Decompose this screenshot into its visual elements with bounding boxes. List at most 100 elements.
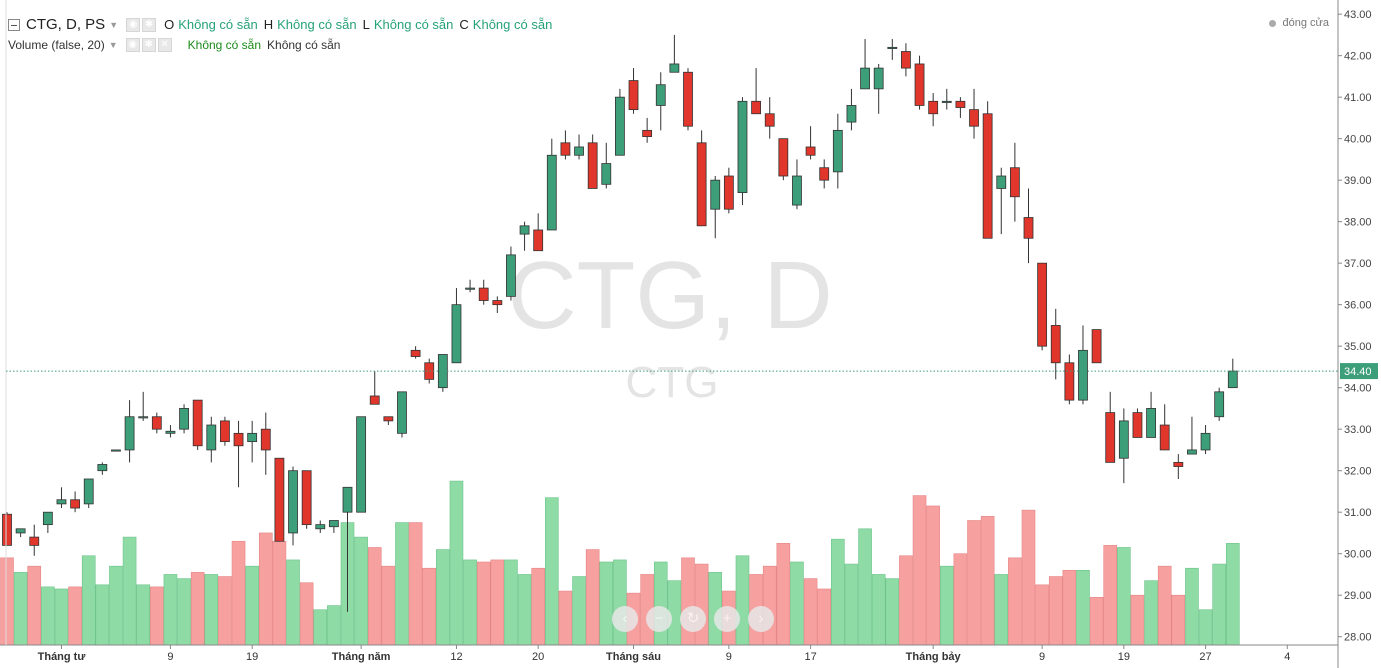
chevron-left-icon[interactable]: ‹: [612, 606, 638, 632]
volume-bar: [1021, 509, 1036, 646]
volume-bar: [653, 561, 668, 646]
volume-bar: [1062, 569, 1077, 646]
symbol-title[interactable]: CTG, D, PS: [26, 16, 106, 33]
candle-body: [941, 100, 952, 103]
gear-icon[interactable]: ✱: [142, 17, 157, 32]
volume-bar: [1048, 576, 1063, 646]
candle-body: [247, 432, 258, 443]
collapse-icon[interactable]: [8, 18, 20, 31]
x-tick-label: 19: [1118, 651, 1130, 663]
candle-body: [397, 391, 407, 434]
candle-body: [832, 129, 843, 173]
chevron-right-icon[interactable]: ›: [748, 606, 774, 632]
candle-body: [233, 432, 244, 447]
volume-bar: [885, 578, 900, 646]
volume-bar: [803, 578, 818, 646]
chevron-down-icon[interactable]: ▼: [109, 19, 119, 30]
volume-bar: [449, 480, 464, 646]
high-key: H: [263, 17, 274, 32]
candle-body: [301, 470, 312, 526]
volume-legend: Volume (false, 20) ▼ ◉ ✱ ✕ Không có sẵn …: [8, 38, 340, 52]
candle-body: [220, 420, 230, 443]
volume-bar: [953, 553, 968, 646]
candle-body: [192, 399, 203, 447]
volume-bar: [994, 574, 1009, 646]
volume-bar: [190, 572, 205, 646]
candle-body: [29, 536, 40, 546]
y-tick-label: 41.00: [1344, 92, 1372, 104]
volume-bar: [327, 605, 341, 646]
close-icon[interactable]: ✕: [157, 38, 172, 52]
candle-body: [819, 167, 830, 181]
volume-bar: [980, 516, 995, 646]
volume-bar: [95, 584, 110, 646]
candle-body: [179, 408, 189, 430]
volume-bar: [0, 557, 14, 646]
candle-body: [260, 428, 271, 451]
minus-icon[interactable]: −: [646, 606, 672, 632]
candle-body: [574, 146, 584, 156]
volume-bar: [245, 565, 259, 646]
y-tick-label: 32.00: [1344, 466, 1372, 478]
candle-body: [451, 304, 462, 364]
volume-title[interactable]: Volume (false, 20): [8, 38, 105, 52]
watermark-sub: CTG: [626, 358, 719, 407]
y-tick-label: 34.00: [1344, 383, 1372, 395]
candle-body: [914, 63, 925, 106]
x-tick-label: 20: [532, 651, 544, 663]
volume-bar: [381, 565, 396, 646]
plus-icon[interactable]: +: [714, 606, 740, 632]
candle-body: [560, 142, 571, 156]
candle-body: [696, 142, 707, 227]
x-tick-label: 9: [167, 651, 173, 663]
low-value: Không có sẵn: [373, 17, 454, 32]
candle-body: [111, 449, 121, 452]
volume-bar: [258, 532, 273, 646]
candle-body: [437, 354, 448, 389]
volume-bar: [136, 584, 150, 646]
candle-body: [1146, 408, 1156, 438]
chevron-down-icon[interactable]: ▼: [108, 40, 118, 50]
volume-bar: [1212, 563, 1226, 646]
candle-body: [478, 287, 489, 301]
candle-body: [1023, 217, 1034, 239]
dot-icon: [1269, 19, 1277, 27]
volume-bar: [41, 586, 55, 646]
x-tick-label: 4: [1284, 651, 1290, 663]
volume-bar: [1157, 565, 1172, 646]
candle-body: [1078, 349, 1088, 401]
y-tick-label: 28.00: [1344, 632, 1372, 644]
volume-bar: [476, 561, 491, 646]
volume-bar: [354, 536, 368, 646]
volume-bar: [1226, 543, 1240, 646]
volume-bar: [544, 497, 559, 646]
candle-body: [683, 71, 693, 127]
candle-body: [492, 300, 503, 306]
y-tick-label: 31.00: [1344, 507, 1372, 519]
gear-icon[interactable]: ✱: [141, 38, 156, 52]
candle-body: [315, 524, 326, 530]
candle-body: [710, 179, 721, 210]
candle-body: [519, 225, 530, 235]
y-tick-label: 40.00: [1344, 134, 1372, 146]
candle-body: [587, 142, 598, 189]
reset-icon[interactable]: ↻: [680, 606, 706, 632]
candle-body: [737, 100, 748, 194]
candle-body: [383, 416, 394, 422]
candle-body: [723, 175, 734, 210]
candle-body: [1200, 432, 1211, 451]
volume-bar: [858, 528, 872, 646]
candle-body: [792, 175, 802, 206]
candle-body: [955, 100, 966, 108]
volume-bar: [13, 572, 28, 646]
eye-icon[interactable]: ◉: [125, 38, 140, 52]
volume-bar: [313, 609, 328, 646]
eye-icon[interactable]: ◉: [126, 17, 141, 32]
volume-bar: [1103, 545, 1118, 646]
close-label-text: đóng cửa: [1282, 17, 1329, 29]
volume-bar: [558, 590, 573, 646]
volume-bar: [231, 540, 246, 646]
high-value: Không có sẵn: [277, 17, 357, 32]
volume-bar: [150, 586, 164, 646]
